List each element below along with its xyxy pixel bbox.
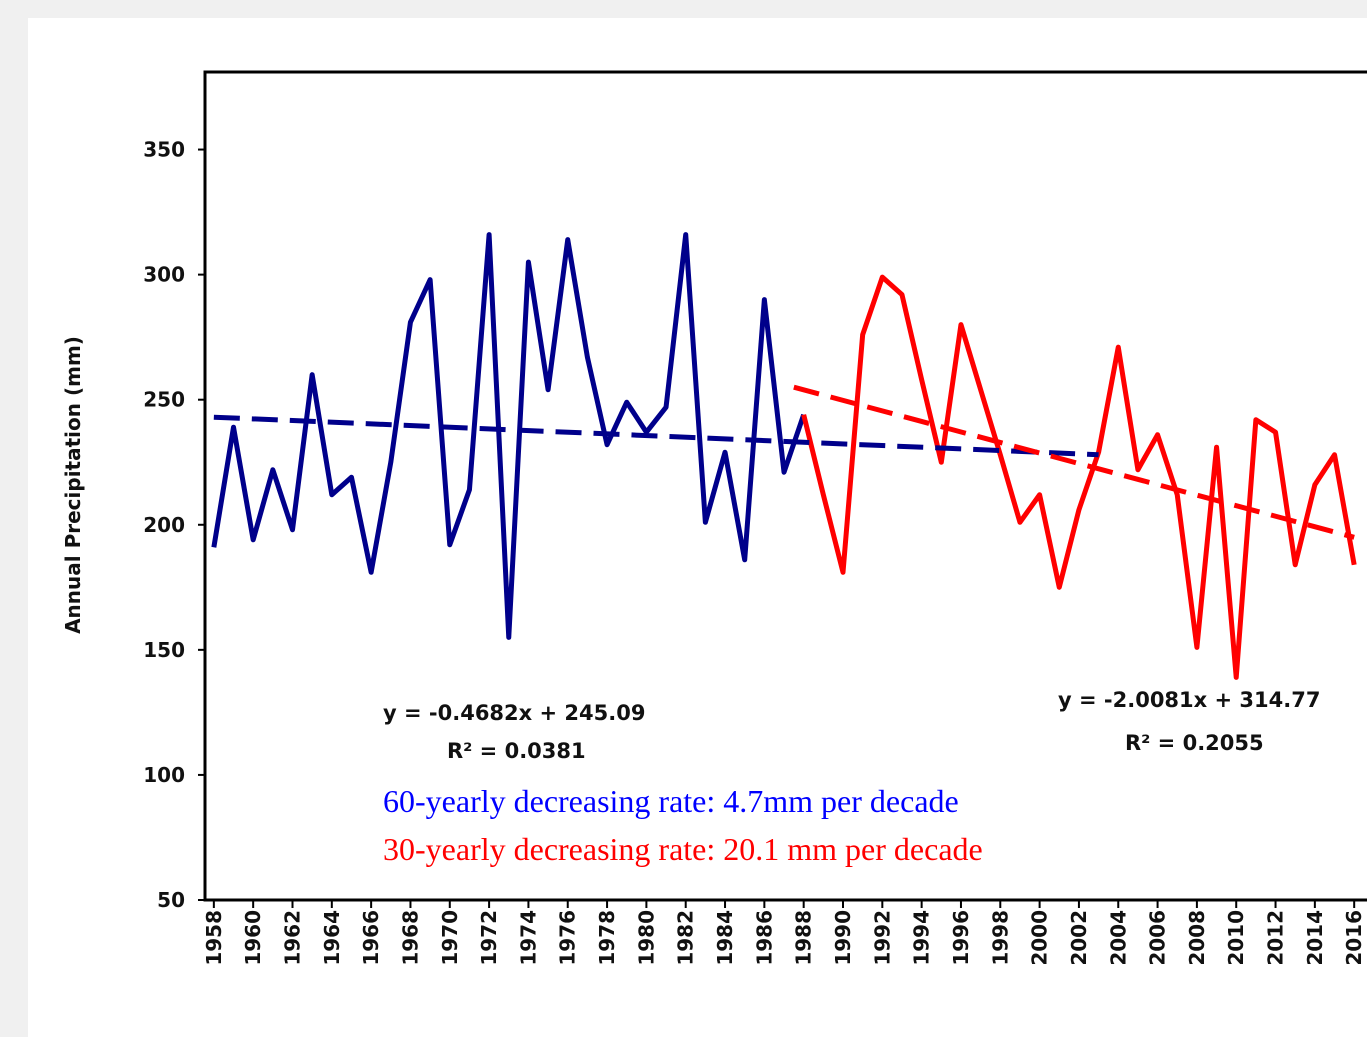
x-tick-label: 2008 [1185,910,1209,966]
x-tick-label: 1968 [398,910,422,966]
x-tick-label: 1964 [320,910,344,966]
x-tick-label: 1990 [831,910,855,966]
x-tick-label: 1976 [556,910,580,966]
trend-r2: R² = 0.2055 [1125,731,1264,755]
x-tick-label: 2006 [1146,910,1170,966]
x-tick-label: 1958 [202,910,226,966]
x-tick-label: 1982 [674,910,698,966]
x-tick-label: 1996 [949,910,973,966]
x-tick-label: 1972 [477,910,501,966]
x-tick-label: 1966 [359,910,383,966]
y-tick-label: 50 [157,888,185,912]
card [28,18,1367,1037]
x-tick-label: 1986 [752,910,776,966]
chart: Annual Precipitation (mm) 50 100 150 200 250… [0,0,1367,1037]
x-tick-label: 2002 [1067,910,1091,966]
page: {"chart_data": { "type": "line", "y_labe… [0,0,1367,1037]
x-tick-label: 1980 [634,910,658,966]
x-tick-label: 1962 [280,910,304,966]
x-tick-label: 2000 [1028,910,1052,966]
x-tick-label: 1984 [713,910,737,966]
x-tick-label: 1998 [988,910,1012,966]
x-tick-label: 2004 [1106,910,1130,966]
trend-equation: y = -2.0081x + 314.77 [1058,688,1320,712]
x-tick-label: 2014 [1303,910,1327,966]
y-tick-label: 200 [143,513,185,537]
x-tick-label: 2012 [1264,910,1288,966]
trend-equation: y = -0.4682x + 245.09 [383,701,645,725]
y-axis-title: Annual Precipitation (mm) [61,336,85,634]
y-tick-label: 100 [143,763,185,787]
y-tick-label: 150 [143,638,185,662]
x-tick-label: 1970 [438,910,462,966]
y-tick-label: 300 [143,263,185,287]
y-tick-label: 350 [143,138,185,162]
trend-r2: R² = 0.0381 [447,739,586,763]
y-tick-label: 250 [143,388,185,412]
x-tick-label: 1988 [792,910,816,966]
x-tick-label: 1960 [241,910,265,966]
x-tick-label: 1978 [595,910,619,966]
x-tick-label: 1974 [516,910,540,966]
x-tick-label: 2016 [1342,910,1366,966]
x-tick-label: 1992 [870,910,894,966]
annotation: 60-yearly decreasing rate: 4.7mm per dec… [383,783,959,819]
x-tick-label: 2010 [1224,910,1248,966]
x-tick-label: 1994 [910,910,934,966]
annotation: 30-yearly decreasing rate: 20.1 mm per d… [383,831,983,867]
